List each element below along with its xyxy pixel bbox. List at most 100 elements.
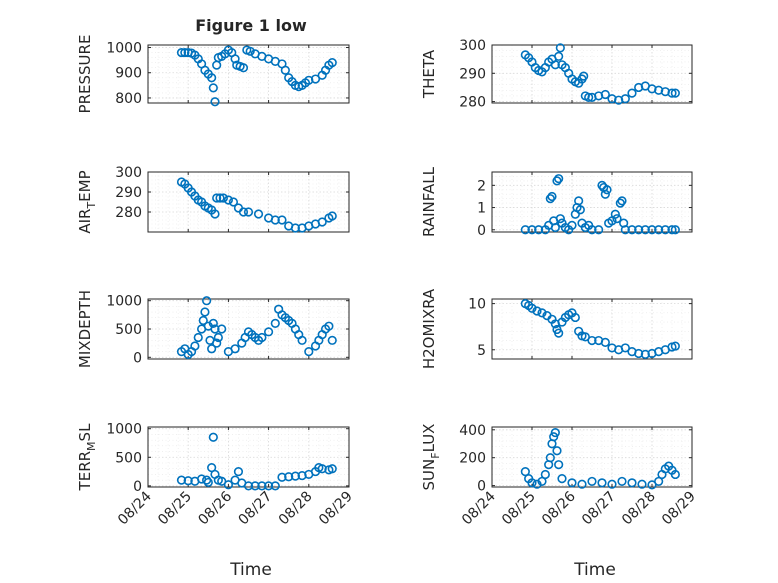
y-tick-label: 0 bbox=[477, 223, 486, 239]
data-point bbox=[654, 476, 664, 487]
data-point bbox=[575, 205, 585, 215]
y-axis-label-main: PRESSURE bbox=[76, 35, 94, 114]
data-point bbox=[580, 332, 590, 342]
data-point bbox=[218, 193, 228, 203]
data-point bbox=[215, 193, 225, 203]
y-axis-label-main: RAINFALL bbox=[420, 166, 438, 237]
data-point bbox=[570, 312, 580, 323]
y-tick-label: 300 bbox=[115, 165, 142, 181]
data-point bbox=[270, 481, 280, 491]
data-point bbox=[587, 476, 597, 487]
data-point bbox=[615, 198, 625, 208]
data-point bbox=[183, 476, 193, 486]
data-point bbox=[555, 43, 565, 53]
data-point bbox=[250, 481, 260, 491]
data-point bbox=[602, 185, 612, 195]
data-point bbox=[176, 475, 187, 485]
data-point bbox=[554, 328, 564, 338]
subplot-rainfall: 0 1 2 RAINFALL bbox=[420, 166, 693, 239]
data-point bbox=[310, 74, 321, 84]
y-tick-label: 0 bbox=[477, 479, 486, 495]
axes-frame bbox=[491, 426, 693, 488]
data-point bbox=[627, 478, 637, 488]
data-point bbox=[180, 47, 190, 58]
data-point bbox=[327, 335, 337, 345]
data-point bbox=[277, 215, 287, 225]
y-axis-label-subscript: M bbox=[85, 441, 98, 451]
data-point bbox=[554, 460, 564, 470]
data-point bbox=[579, 71, 589, 81]
data-point bbox=[238, 207, 249, 217]
axes-frame bbox=[491, 44, 693, 104]
y-axis-label: TERRMSL bbox=[76, 423, 98, 492]
data-point bbox=[277, 472, 287, 482]
data-point bbox=[552, 176, 562, 186]
data-point bbox=[557, 474, 567, 484]
y-tick-label: 280 bbox=[115, 205, 142, 221]
subplot-h2omixra: 5 10 H2OMIXRA bbox=[420, 288, 693, 369]
y-tick-label: 5 bbox=[477, 343, 486, 359]
y-axis-label-rest: EMP bbox=[76, 170, 94, 201]
data-point bbox=[243, 481, 254, 491]
data-point bbox=[245, 46, 255, 56]
data-point bbox=[574, 196, 584, 206]
axes-frame bbox=[147, 171, 350, 233]
y-axis-label-main: SUN bbox=[420, 459, 438, 491]
y-tick-label: 200 bbox=[459, 451, 486, 467]
data-point bbox=[284, 472, 294, 482]
data-point bbox=[540, 469, 550, 480]
data-point bbox=[550, 427, 560, 438]
data-point bbox=[207, 344, 217, 354]
data-point bbox=[208, 83, 218, 93]
data-point bbox=[640, 349, 650, 359]
data-point bbox=[190, 341, 200, 351]
data-point bbox=[324, 321, 334, 331]
y-tick-label: 1000 bbox=[106, 422, 142, 438]
data-point bbox=[670, 341, 680, 351]
data-point bbox=[634, 348, 644, 359]
data-point bbox=[317, 217, 327, 227]
data-point bbox=[534, 225, 544, 235]
data-point bbox=[594, 225, 604, 235]
data-point bbox=[634, 225, 644, 235]
data-point bbox=[212, 193, 222, 203]
x-axis-label-right: Time bbox=[573, 560, 616, 580]
data-point bbox=[597, 180, 607, 190]
subplot-air: 280 290 300 AIRTEMP bbox=[76, 165, 350, 234]
data-point bbox=[202, 296, 212, 306]
y-tick-label: 400 bbox=[459, 423, 486, 439]
data-point bbox=[520, 225, 530, 235]
data-point bbox=[290, 223, 301, 233]
data-point bbox=[600, 89, 610, 100]
data-point bbox=[567, 478, 577, 488]
y-axis-label: MIXDEPTH bbox=[76, 290, 94, 368]
data-point bbox=[527, 478, 537, 488]
data-point bbox=[327, 58, 337, 68]
data-point bbox=[198, 315, 208, 326]
data-point bbox=[208, 318, 218, 328]
data-point bbox=[233, 466, 244, 477]
data-point bbox=[304, 347, 314, 357]
data-point bbox=[527, 303, 537, 313]
y-tick-label: 280 bbox=[459, 95, 486, 111]
data-point bbox=[600, 337, 610, 347]
data-point bbox=[577, 479, 587, 489]
data-point bbox=[228, 197, 239, 207]
data-point bbox=[584, 92, 594, 102]
data-point bbox=[290, 471, 301, 481]
y-tick-label: 900 bbox=[115, 66, 142, 82]
y-axis-label-subscript: T bbox=[85, 202, 98, 210]
data-point bbox=[667, 225, 677, 235]
y-tick-label: 290 bbox=[115, 185, 142, 201]
data-point bbox=[670, 225, 680, 235]
data-point bbox=[327, 211, 337, 221]
y-axis-label-subscript: F bbox=[429, 452, 442, 458]
subplot-theta: 280 290 300 THETA bbox=[420, 38, 693, 111]
y-axis-label-main: TERR bbox=[76, 451, 94, 492]
data-point bbox=[176, 47, 187, 58]
data-point bbox=[600, 189, 610, 199]
data-point bbox=[647, 225, 657, 235]
y-tick-label: 500 bbox=[115, 322, 142, 338]
data-point bbox=[223, 195, 233, 205]
